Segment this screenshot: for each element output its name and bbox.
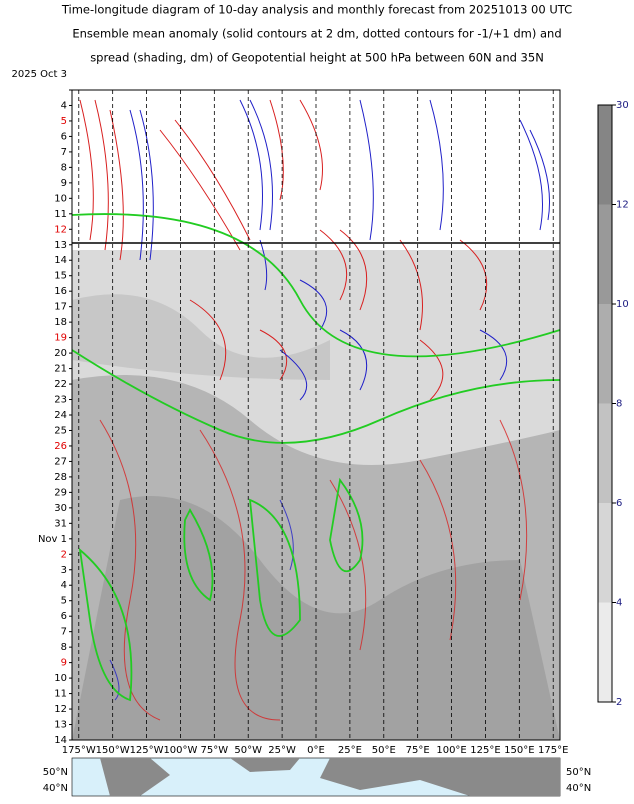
x-tick-label: 0°E xyxy=(307,745,325,756)
y-tick-label: 24 xyxy=(54,410,67,421)
y-tick-label: 23 xyxy=(54,395,67,406)
y-tick-label: Nov 1 xyxy=(38,534,67,545)
x-tick-label: 100°E xyxy=(436,745,466,756)
colorbar-tick-label: 8 xyxy=(616,399,622,410)
y-tick-label: 14 xyxy=(54,255,67,266)
colorbar-tick-label: 10 xyxy=(616,299,629,310)
x-tick-label: 25°E xyxy=(338,745,362,756)
x-tick-label: 125°W xyxy=(130,745,164,756)
x-tick-label: 50°E xyxy=(372,745,396,756)
x-tick-label: 150°E xyxy=(504,745,534,756)
y-tick-label: 16 xyxy=(54,286,67,297)
y-tick-label: 18 xyxy=(54,317,67,328)
y-tick-label: 2 xyxy=(61,549,67,560)
y-tick-label: 17 xyxy=(54,302,67,313)
y-tick-label: 9 xyxy=(61,658,67,669)
colorbar-segment xyxy=(598,503,612,603)
colorbar-segment xyxy=(598,403,612,503)
y-tick-label: 9 xyxy=(61,178,67,189)
colorbar-tick-label: 6 xyxy=(616,498,622,509)
y-tick-label: 5 xyxy=(61,596,67,607)
x-tick-label: 150°W xyxy=(96,745,130,756)
y-tick-label: 11 xyxy=(54,209,67,220)
colorbar-tick-label: 30 xyxy=(616,100,629,111)
y-tick-label: 31 xyxy=(54,518,67,529)
y-tick-label: 8 xyxy=(61,642,67,653)
y-tick-label: 5 xyxy=(61,116,67,127)
y-tick-label: 7 xyxy=(61,627,67,638)
y-tick-label: 4 xyxy=(61,100,67,111)
y-tick-label: 10 xyxy=(54,193,67,204)
x-tick-label: 125°E xyxy=(470,745,500,756)
y-tick-label: 10 xyxy=(54,673,67,684)
x-tick-label: 175°W xyxy=(62,745,96,756)
y-tick-label: 4 xyxy=(61,580,67,591)
y-tick-label: 2025 Oct 3 xyxy=(12,69,67,80)
y-tick-label: 13 xyxy=(54,240,67,251)
title-line: spread (shading, dm) of Geopotential hei… xyxy=(90,51,544,65)
y-tick-label: 20 xyxy=(54,348,67,359)
y-tick-label: 29 xyxy=(54,487,67,498)
x-tick-label: 175°E xyxy=(538,745,568,756)
y-tick-label: 19 xyxy=(54,333,67,344)
y-tick-label: 3 xyxy=(61,565,67,576)
colorbar-segment xyxy=(598,602,612,702)
colorbar-tick-label: 4 xyxy=(616,598,622,609)
x-tick-label: 75°W xyxy=(201,745,229,756)
title-line: Ensemble mean anomaly (solid contours at… xyxy=(72,27,561,41)
colorbar-segment xyxy=(598,304,612,404)
lat-label: 40°N xyxy=(43,783,68,794)
y-tick-label: 26 xyxy=(54,441,67,452)
y-tick-label: 7 xyxy=(61,147,67,158)
y-tick-label: 15 xyxy=(54,271,67,282)
y-tick-label: 12 xyxy=(54,704,67,715)
y-tick-label: 11 xyxy=(54,689,67,700)
x-tick-label: 100°W xyxy=(163,745,197,756)
y-tick-label: 12 xyxy=(54,224,67,235)
anomaly-contours xyxy=(71,99,561,721)
x-tick-label: 25°W xyxy=(268,745,296,756)
lat-label: 50°N xyxy=(43,767,68,778)
colorbar-tick-label: 2 xyxy=(616,697,622,708)
y-tick-label: 28 xyxy=(54,472,67,483)
x-tick-label: 50°W xyxy=(234,745,262,756)
lat-label: 50°N xyxy=(566,767,591,778)
y-tick-label: 27 xyxy=(54,456,67,467)
y-tick-label: 13 xyxy=(54,720,67,731)
colorbar-tick-label: 12 xyxy=(616,200,629,211)
colorbar-segment xyxy=(598,204,612,304)
y-tick-label: 8 xyxy=(61,162,67,173)
y-tick-label: 6 xyxy=(61,131,67,142)
y-tick-label: 22 xyxy=(54,379,67,390)
y-tick-label: 25 xyxy=(54,425,67,436)
x-tick-label: 75°E xyxy=(406,745,430,756)
title-line: Time-longitude diagram of 10-day analysi… xyxy=(61,3,572,17)
colorbar-segment xyxy=(598,105,612,205)
y-tick-label: 30 xyxy=(54,503,67,514)
y-tick-label: 21 xyxy=(54,364,67,375)
lat-label: 40°N xyxy=(566,783,591,794)
map-strip xyxy=(71,757,561,797)
y-tick-label: 14 xyxy=(54,735,67,746)
y-tick-label: 6 xyxy=(61,611,67,622)
